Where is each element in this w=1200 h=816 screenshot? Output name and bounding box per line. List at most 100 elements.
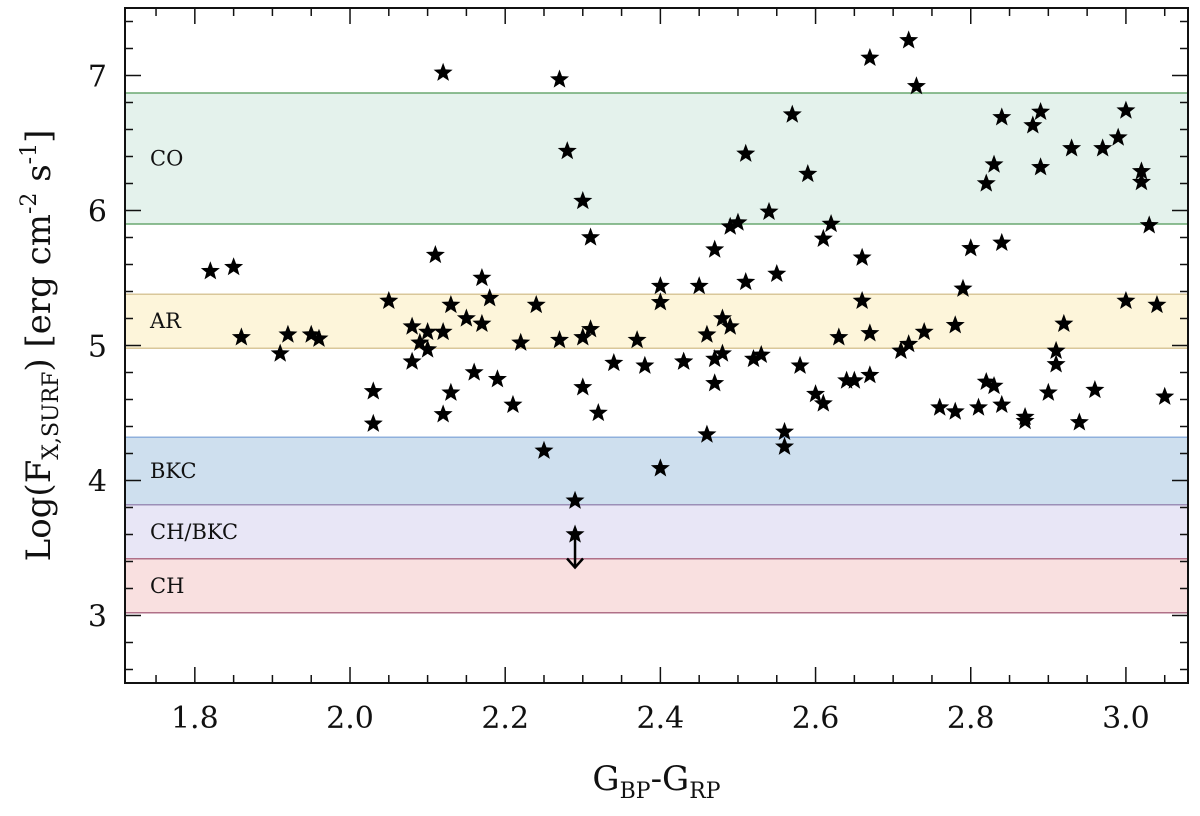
band-co: [125, 93, 1188, 224]
y-axis-title-sub: X,SURF: [39, 372, 64, 460]
data-point-73: [813, 393, 833, 412]
marker-group: [200, 30, 1175, 509]
data-point-91: [953, 278, 973, 297]
data-point-1: [224, 257, 244, 276]
upper-limit-arrow-head-0: [566, 557, 584, 570]
x-axis-title: GBP-GRP: [592, 759, 720, 804]
band-ch: [125, 558, 1188, 613]
y-tick-label: 3: [88, 600, 107, 635]
data-point-75: [829, 327, 849, 346]
data-point-111: [1069, 412, 1089, 431]
data-point-64: [759, 201, 779, 220]
data-point-45: [650, 276, 670, 295]
data-point-67: [775, 436, 795, 455]
data-point-8: [363, 413, 383, 432]
x-tick-label: 1.8: [171, 701, 219, 736]
y-axis-title-pre: Log(F: [19, 460, 59, 562]
data-point-87: [914, 322, 934, 341]
data-point-4: [278, 324, 298, 343]
data-point-71: [806, 384, 826, 403]
data-point-58: [720, 316, 740, 335]
data-point-61: [736, 143, 756, 162]
data-point-102: [1015, 411, 1035, 430]
data-point-59: [728, 212, 748, 231]
data-point-60: [736, 272, 756, 291]
data-point-43: [635, 355, 655, 374]
data-point-22: [464, 362, 484, 381]
data-point-11: [402, 316, 422, 335]
upper-limit-point-0: [565, 524, 585, 543]
data-point-95: [976, 371, 996, 391]
data-point-94: [976, 173, 996, 192]
data-point-17: [433, 404, 453, 423]
data-point-12: [410, 332, 430, 351]
data-point-5: [301, 324, 321, 343]
y-axis-title-post: ) [erg cm: [19, 214, 59, 372]
data-point-24: [472, 268, 492, 287]
data-point-0: [200, 261, 220, 280]
data-point-14: [418, 322, 438, 341]
data-point-72: [813, 228, 833, 247]
band-label-ar: AR: [149, 309, 182, 333]
data-point-79: [852, 290, 872, 310]
data-point-74: [821, 214, 841, 233]
data-point-40: [588, 403, 608, 422]
data-point-107: [1046, 340, 1066, 359]
data-point-3: [270, 343, 290, 362]
x-tick-label: 2.8: [947, 701, 995, 736]
band-label-bkc: BKC: [150, 459, 197, 483]
data-point-83: [891, 340, 911, 359]
data-point-7: [363, 381, 383, 400]
upper-limit-group: [565, 524, 585, 570]
data-point-28: [511, 332, 531, 351]
data-point-80: [860, 365, 880, 384]
data-point-50: [697, 424, 717, 443]
data-point-76: [837, 370, 857, 389]
data-point-120: [1147, 295, 1167, 314]
data-point-42: [627, 330, 647, 349]
data-point-68: [782, 104, 802, 123]
data-point-35: [573, 191, 593, 210]
data-point-62: [743, 349, 763, 368]
data-point-98: [992, 232, 1012, 251]
band-label-ch-bkc: CH/BKC: [150, 520, 238, 544]
data-point-69: [790, 355, 810, 374]
data-point-48: [674, 351, 694, 370]
data-point-46: [650, 292, 670, 311]
data-point-19: [441, 382, 461, 401]
data-point-57: [720, 216, 740, 235]
band-group: [125, 92, 1188, 614]
data-point-105: [1031, 157, 1051, 176]
y-tick-label: 4: [88, 465, 107, 500]
data-point-38: [581, 319, 601, 338]
data-point-55: [712, 343, 732, 362]
x-tick-label: 2.0: [326, 701, 374, 736]
band-label-group: CO AR BKC CH/BKC CH: [149, 147, 238, 598]
data-point-96: [984, 376, 1004, 395]
data-point-82: [860, 47, 880, 67]
data-point-121: [1155, 386, 1175, 405]
data-point-114: [1108, 127, 1128, 146]
x-axis-title-sub2: RP: [689, 779, 721, 804]
data-point-16: [433, 322, 453, 341]
y-axis-title: Log(FX,SURF) [erg cm-2 s-1]: [17, 130, 64, 562]
data-point-31: [550, 69, 570, 88]
data-point-13: [418, 339, 438, 358]
y-tick-label: 7: [88, 60, 107, 95]
y-axis-title-sup1: -2: [17, 193, 42, 214]
data-point-90: [945, 401, 965, 420]
data-point-113: [1093, 138, 1113, 157]
data-point-104: [1031, 101, 1051, 121]
data-point-97: [984, 154, 1004, 173]
data-point-39: [581, 227, 601, 246]
data-point-2: [231, 327, 251, 346]
data-point-29: [526, 295, 546, 314]
y-axis-title-sup2: -1: [17, 143, 42, 164]
data-point-93: [968, 397, 989, 416]
x-axis-title-sub1: BP: [620, 779, 651, 804]
data-point-33: [557, 141, 577, 160]
data-point-10: [402, 351, 422, 370]
data-point-81: [860, 323, 880, 342]
tick-group: [125, 8, 1188, 683]
